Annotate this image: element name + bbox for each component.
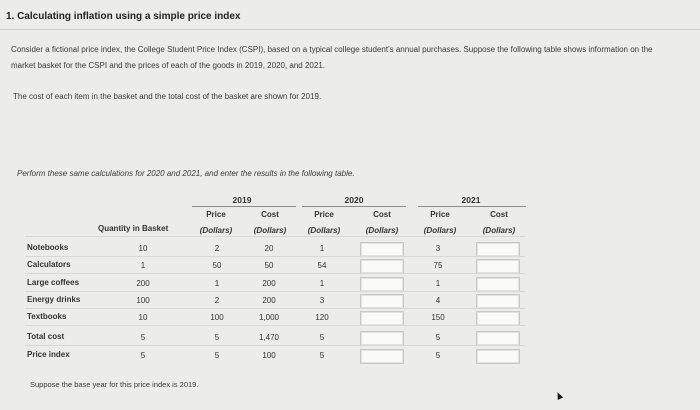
- answer-input-c2021[interactable]: [476, 242, 520, 257]
- cell-p2021: 150: [431, 313, 445, 322]
- cell-qty: 1: [140, 261, 146, 270]
- base-year-note: Suppose the base year for this price ind…: [30, 380, 199, 389]
- year-2019-header: 2019: [232, 195, 252, 205]
- row-label: Notebooks: [27, 243, 69, 252]
- cell-p2019: 50: [212, 261, 222, 270]
- mouse-cursor-icon: [554, 391, 564, 400]
- cell-p2019: 5: [214, 333, 220, 342]
- row-separator: [25, 256, 525, 257]
- cell-c2019: 1,470: [258, 333, 280, 342]
- cost-2021-units: (Dollars): [482, 226, 516, 235]
- year-2020-rule: [302, 206, 406, 207]
- question-title: 1. Calculating inflation using a simple …: [6, 11, 241, 22]
- cell-p2021: 1: [435, 279, 441, 288]
- row-label: Price index: [27, 350, 70, 359]
- cost-2019-units: (Dollars): [253, 226, 287, 235]
- cell-p2019: 5: [214, 351, 220, 360]
- cell-p2020: 54: [317, 261, 327, 270]
- cell-p2021: 4: [435, 296, 441, 305]
- cell-c2019: 100: [262, 351, 276, 360]
- cell-qty: 200: [136, 279, 150, 288]
- answer-input-c2021[interactable]: [476, 349, 520, 364]
- quantity-header: Quantity in Basket: [98, 224, 169, 233]
- answer-input-c2020[interactable]: [360, 311, 404, 326]
- row-separator: [25, 273, 525, 274]
- row-label: Total cost: [27, 332, 65, 341]
- price-2020-units: (Dollars): [307, 226, 341, 235]
- row-separator: [25, 291, 525, 292]
- cell-c2019: 1,000: [258, 313, 280, 322]
- cell-p2020: 5: [319, 333, 325, 342]
- cell-p2020: 120: [315, 313, 329, 322]
- cost-2021-header: Cost: [490, 210, 508, 219]
- answer-input-c2020[interactable]: [360, 294, 404, 309]
- cell-qty: 5: [140, 333, 146, 342]
- cell-p2019: 1: [214, 279, 220, 288]
- year-2021-header: 2021: [461, 195, 481, 205]
- cell-qty: 10: [138, 244, 148, 253]
- answer-input-c2021[interactable]: [476, 331, 520, 346]
- row-label: Textbooks: [27, 312, 67, 321]
- year-2020-header: 2020: [344, 195, 364, 205]
- cost-2020-units: (Dollars): [365, 226, 399, 235]
- price-2019-header: Price: [206, 210, 226, 219]
- answer-input-c2020[interactable]: [360, 331, 404, 346]
- cell-p2019: 100: [210, 313, 224, 322]
- answer-input-c2020[interactable]: [360, 277, 404, 292]
- price-2020-header: Price: [314, 210, 334, 219]
- cell-p2021: 75: [433, 261, 443, 270]
- row-separator: [25, 308, 525, 309]
- answer-input-c2020[interactable]: [360, 259, 404, 274]
- cost-note: The cost of each item in the basket and …: [13, 92, 322, 101]
- cell-c2019: 50: [264, 261, 274, 270]
- cell-p2021: 5: [435, 333, 441, 342]
- row-separator: [25, 345, 525, 346]
- title-divider: [0, 29, 700, 30]
- cell-qty: 100: [136, 296, 150, 305]
- cell-p2020: 5: [319, 351, 325, 360]
- cell-p2020: 3: [319, 296, 325, 305]
- perform-note: Perform these same calculations for 2020…: [17, 169, 355, 178]
- cost-2019-header: Cost: [261, 210, 279, 219]
- cell-p2020: 1: [319, 279, 325, 288]
- cost-2020-header: Cost: [373, 210, 391, 219]
- cell-qty: 5: [140, 351, 146, 360]
- intro-text: Consider a fictional price index, the Co…: [11, 45, 653, 70]
- answer-input-c2021[interactable]: [476, 259, 520, 274]
- row-label: Calculators: [27, 260, 71, 269]
- row-separator: [25, 236, 525, 237]
- answer-input-c2021[interactable]: [476, 311, 520, 326]
- row-label: Energy drinks: [27, 295, 81, 304]
- answer-input-c2021[interactable]: [476, 294, 520, 309]
- answer-input-c2020[interactable]: [360, 242, 404, 257]
- row-label: Large coffees: [27, 278, 80, 287]
- year-2019-rule: [192, 206, 296, 207]
- price-2021-header: Price: [430, 210, 450, 219]
- cell-p2019: 2: [214, 244, 220, 253]
- price-2021-units: (Dollars): [423, 226, 457, 235]
- cell-p2019: 2: [214, 296, 220, 305]
- cell-p2021: 5: [435, 351, 441, 360]
- cell-qty: 10: [138, 313, 148, 322]
- cell-c2019: 200: [262, 296, 276, 305]
- cell-p2020: 1: [319, 244, 325, 253]
- cell-c2019: 200: [262, 279, 276, 288]
- price-2019-units: (Dollars): [199, 226, 233, 235]
- cell-p2021: 3: [435, 244, 441, 253]
- cell-c2019: 20: [264, 244, 274, 253]
- answer-input-c2020[interactable]: [360, 349, 404, 364]
- answer-input-c2021[interactable]: [476, 277, 520, 292]
- year-2021-rule: [418, 206, 526, 207]
- row-separator: [25, 325, 525, 326]
